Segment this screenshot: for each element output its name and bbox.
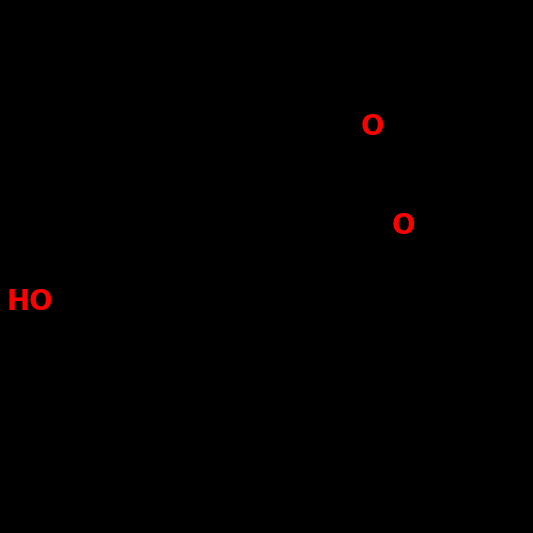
Text: O: O	[391, 212, 415, 240]
Text: O: O	[361, 114, 384, 141]
Text: HO: HO	[7, 287, 53, 316]
